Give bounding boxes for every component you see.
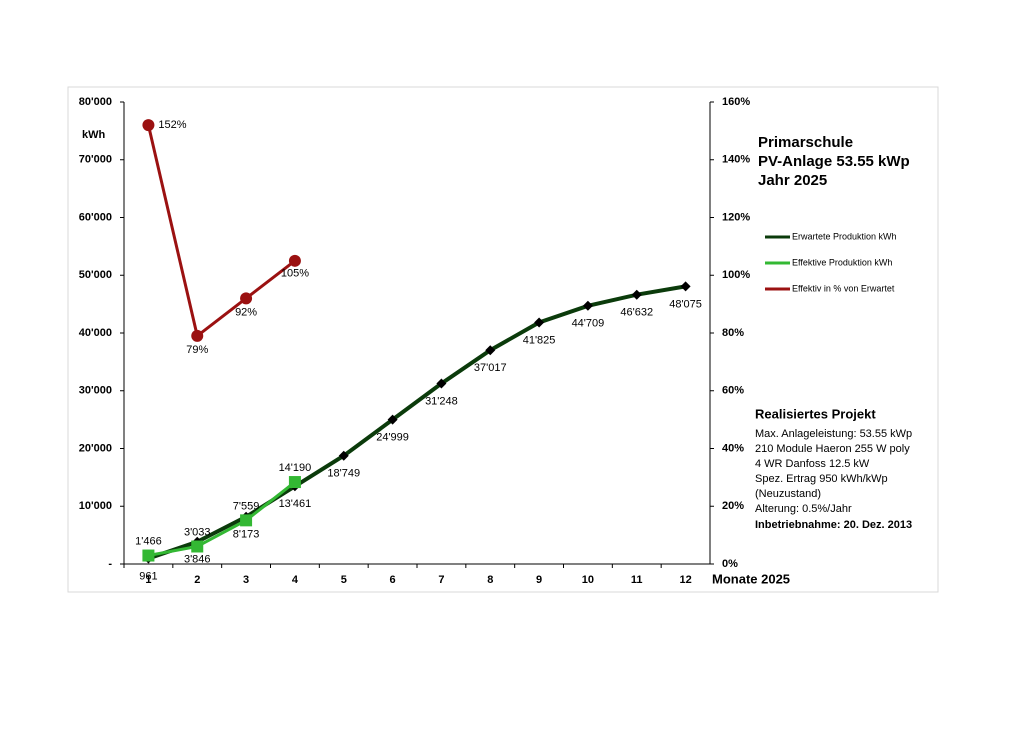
y-tick-label: - — [108, 558, 112, 570]
data-point — [288, 476, 301, 489]
data-point — [240, 292, 253, 305]
x-tick-label: 3 — [243, 574, 249, 586]
data-point — [142, 119, 155, 132]
y-tick-label: 80'000 — [79, 96, 112, 108]
y2-tick-label: 160% — [722, 96, 750, 108]
data-label: 79% — [186, 344, 208, 356]
y-tick-label: 20'000 — [79, 442, 112, 454]
data-line — [147, 284, 686, 561]
y-tick-label: 40'000 — [79, 327, 112, 339]
x-tick-label: 2 — [194, 574, 200, 586]
chart-frame — [67, 86, 939, 593]
x-tick-label: 7 — [438, 574, 444, 586]
y2-tick-label: 40% — [722, 442, 744, 454]
y2-tick-label: 80% — [722, 327, 744, 339]
data-label: 7'559 — [233, 500, 260, 512]
data-point — [240, 514, 253, 527]
x-tick-label: 11 — [631, 574, 643, 586]
chart-title: PV-Anlage 53.55 kWp — [758, 153, 910, 170]
y-tick-label: 30'000 — [79, 385, 112, 397]
y2-tick-label: 120% — [722, 211, 750, 223]
data-label: 961 — [139, 570, 157, 582]
y2-tick-label: 60% — [722, 385, 744, 397]
data-label: 152% — [158, 119, 186, 131]
annotation-title: Realisiertes Projekt — [755, 406, 876, 421]
data-point — [387, 414, 398, 425]
data-point — [534, 317, 545, 328]
data-label: 105% — [281, 268, 309, 280]
data-line — [146, 124, 296, 339]
data-label: 24'999 — [376, 432, 409, 444]
y2-tick-label: 20% — [722, 500, 744, 512]
y-axis-label: kWh — [82, 129, 106, 141]
data-label: 31'248 — [425, 395, 458, 407]
data-point — [436, 378, 447, 389]
data-label: 3'846 — [184, 554, 211, 566]
data-label: 46'632 — [620, 307, 653, 319]
data-label: 48'075 — [669, 298, 702, 310]
data-point — [338, 450, 349, 461]
legend-label: Effektiv in % von Erwartet — [792, 283, 895, 293]
chart-title: Jahr 2025 — [758, 172, 827, 189]
x-tick-label: 9 — [536, 574, 542, 586]
data-point — [142, 549, 155, 562]
data-label: 18'749 — [327, 468, 360, 480]
annotation-line: Max. Anlageleistung: 53.55 kWp — [755, 428, 912, 440]
annotation-line: 4 WR Danfoss 12.5 kW — [755, 458, 870, 470]
y-tick-label: 10'000 — [79, 500, 112, 512]
annotation-line: 210 Module Haeron 255 W poly — [755, 443, 910, 455]
legend-label: Effektive Produktion kWh — [792, 257, 892, 267]
y-tick-label: 60'000 — [79, 211, 112, 223]
data-label: 41'825 — [523, 334, 556, 346]
chart-title: Primarschule — [758, 134, 853, 151]
data-point — [191, 329, 204, 342]
x-tick-label: 8 — [487, 574, 493, 586]
x-tick-label: 6 — [390, 574, 396, 586]
x-tick-label: 1 — [145, 574, 151, 586]
data-label: 44'709 — [572, 318, 605, 330]
data-point — [631, 289, 642, 300]
x-axis-label: Monate 2025 — [712, 571, 790, 586]
legend-label: Erwartete Produktion kWh — [792, 231, 897, 241]
x-tick-label: 12 — [679, 574, 691, 586]
data-point — [680, 281, 691, 292]
data-point — [485, 345, 496, 356]
data-label: 8'173 — [233, 529, 260, 541]
y2-tick-label: 100% — [722, 269, 750, 281]
data-label: 14'190 — [279, 462, 312, 474]
y-tick-label: 50'000 — [79, 269, 112, 281]
data-label: 13'461 — [279, 498, 312, 510]
data-label: 92% — [235, 306, 257, 318]
x-tick-label: 5 — [341, 574, 347, 586]
annotation-line: Alterung: 0.5%/Jahr — [755, 503, 852, 515]
data-point — [288, 254, 301, 267]
data-line — [148, 480, 296, 558]
x-tick-label: 4 — [292, 574, 299, 586]
y2-tick-label: 0% — [722, 558, 738, 570]
y2-tick-label: 140% — [722, 154, 750, 166]
x-tick-label: 10 — [582, 574, 594, 586]
data-point — [582, 300, 593, 311]
y-tick-label: 70'000 — [79, 154, 112, 166]
data-label: 1'466 — [135, 535, 162, 547]
data-point — [191, 540, 204, 553]
annotation-line: Spez. Ertrag 950 kWh/kWp — [755, 473, 888, 485]
data-label: 37'017 — [474, 362, 507, 374]
annotation-footer: Inbetriebnahme: 20. Dez. 2013 — [755, 519, 912, 531]
data-label: 3'033 — [184, 526, 211, 538]
annotation-line: (Neuzustand) — [755, 488, 821, 500]
